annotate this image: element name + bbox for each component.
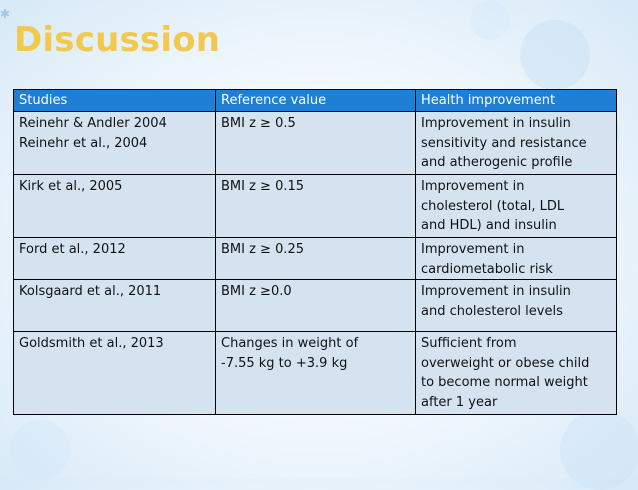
cell-health-improvement: Improvement in insulin and cholesterol l… bbox=[415, 279, 617, 332]
cell-line: and HDL) and insulin bbox=[421, 218, 557, 233]
cell-line: Ford et al., 2012 bbox=[19, 242, 126, 257]
cell-line: sensitivity and resistance bbox=[421, 135, 587, 151]
cell-line: after 1 year bbox=[421, 394, 498, 410]
cell-line: Improvement in bbox=[421, 242, 525, 257]
table-row: Ford et al., 2012 BMI z ≥ 0.25 Improveme… bbox=[13, 237, 617, 280]
cell-line: Improvement in bbox=[421, 179, 525, 194]
table-row: Kirk et al., 2005 BMI z ≥ 0.15 Improveme… bbox=[13, 174, 617, 238]
cell-health-improvement: Sufficient from overweight or obese chil… bbox=[415, 331, 617, 415]
column-header-health-improvement: Health improvement bbox=[415, 89, 617, 112]
cell-line: BMI z ≥ 0.5 bbox=[221, 116, 296, 131]
cell-line: BMI z ≥ 0.15 bbox=[221, 179, 305, 194]
cell-line: and atherogenic profile bbox=[421, 155, 573, 170]
cell-line: Reinehr & Andler 2004 bbox=[19, 116, 167, 131]
cell-line: overweight or obese child bbox=[421, 355, 590, 371]
cell-studies: Goldsmith et al., 2013 bbox=[13, 331, 216, 415]
cell-health-improvement: Improvement in cholesterol (total, LDL a… bbox=[415, 174, 617, 238]
background-bokeh-circle bbox=[560, 410, 638, 490]
cell-line: and cholesterol levels bbox=[421, 303, 563, 319]
asterisk-icon: ✱ bbox=[0, 7, 11, 21]
cell-reference-value: BMI z ≥0.0 bbox=[215, 279, 416, 332]
cell-line: BMI z ≥ 0.25 bbox=[221, 242, 305, 257]
background-bokeh-circle bbox=[520, 20, 590, 90]
cell-studies: Kolsgaard et al., 2011 bbox=[13, 279, 216, 332]
discussion-table: Studies Reference value Health improveme… bbox=[13, 89, 617, 415]
table-header-row: Studies Reference value Health improveme… bbox=[13, 89, 617, 112]
slide-title: Discussion bbox=[14, 20, 221, 60]
cell-line: Sufficient from bbox=[421, 336, 517, 351]
cell-line: Goldsmith et al., 2013 bbox=[19, 336, 164, 351]
cell-line: Reinehr et al., 2004 bbox=[19, 135, 148, 151]
cell-studies: Kirk et al., 2005 bbox=[13, 174, 216, 238]
background-bokeh-circle bbox=[10, 420, 70, 480]
cell-line: Improvement in insulin bbox=[421, 116, 571, 131]
cell-line: Improvement in insulin bbox=[421, 284, 571, 299]
cell-line: cardiometabolic risk bbox=[421, 261, 553, 277]
column-header-reference-value: Reference value bbox=[215, 89, 416, 112]
cell-reference-value: BMI z ≥ 0.15 bbox=[215, 174, 416, 238]
background-bokeh-circle bbox=[470, 0, 510, 40]
table-row: Kolsgaard et al., 2011 BMI z ≥0.0 Improv… bbox=[13, 279, 617, 332]
cell-line: -7.55 kg to +3.9 kg bbox=[221, 355, 348, 371]
cell-studies: Reinehr & Andler 2004 Reinehr et al., 20… bbox=[13, 111, 216, 175]
cell-line: Kirk et al., 2005 bbox=[19, 179, 123, 194]
cell-health-improvement: Improvement in insulin sensitivity and r… bbox=[415, 111, 617, 175]
cell-health-improvement: Improvement in cardiometabolic risk bbox=[415, 237, 617, 280]
cell-line: to become normal weight bbox=[421, 375, 588, 390]
cell-line: cholesterol (total, LDL bbox=[421, 198, 565, 214]
cell-line: Kolsgaard et al., 2011 bbox=[19, 284, 162, 299]
cell-reference-value: BMI z ≥ 0.25 bbox=[215, 237, 416, 280]
cell-reference-value: BMI z ≥ 0.5 bbox=[215, 111, 416, 175]
cell-line: Changes in weight of bbox=[221, 336, 359, 351]
cell-studies: Ford et al., 2012 bbox=[13, 237, 216, 280]
column-header-studies: Studies bbox=[13, 89, 216, 112]
table-row: Reinehr & Andler 2004 Reinehr et al., 20… bbox=[13, 111, 617, 175]
cell-line: BMI z ≥0.0 bbox=[221, 284, 292, 299]
table-row: Goldsmith et al., 2013 Changes in weight… bbox=[13, 331, 617, 415]
cell-reference-value: Changes in weight of -7.55 kg to +3.9 kg bbox=[215, 331, 416, 415]
table-body: Reinehr & Andler 2004 Reinehr et al., 20… bbox=[13, 111, 617, 415]
table-header: Studies Reference value Health improveme… bbox=[13, 89, 617, 112]
